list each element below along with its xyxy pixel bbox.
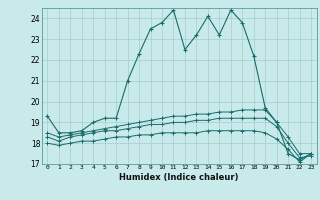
X-axis label: Humidex (Indice chaleur): Humidex (Indice chaleur) xyxy=(119,173,239,182)
